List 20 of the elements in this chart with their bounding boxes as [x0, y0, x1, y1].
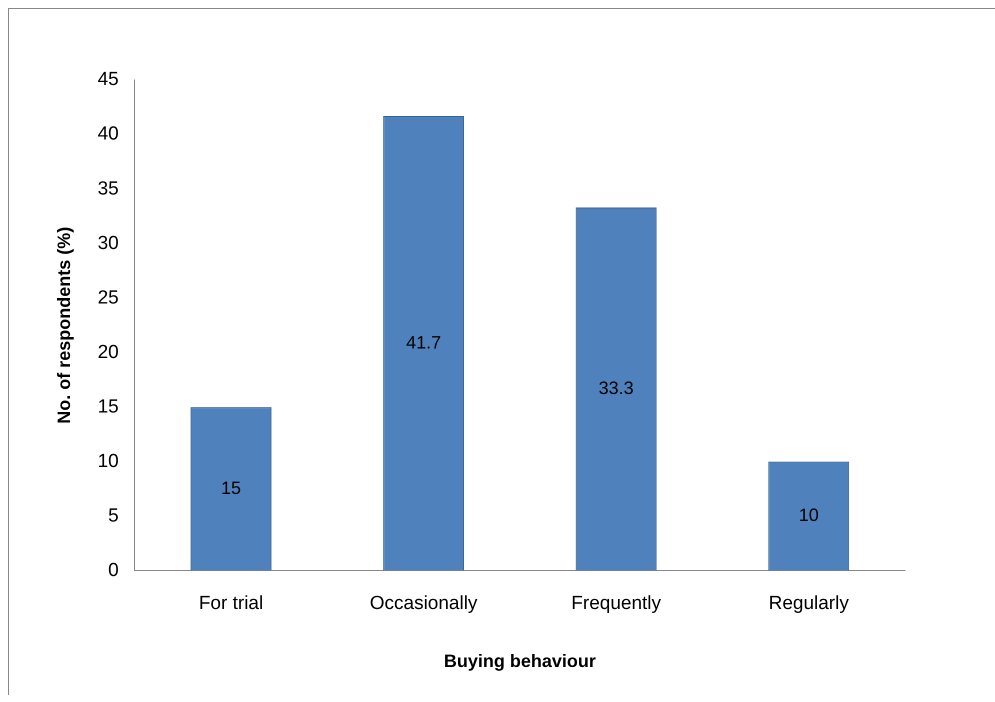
y-axis-title: No. of respondents (%) [54, 226, 74, 424]
x-tick-label: Occasionally [370, 593, 478, 614]
y-tick-label: 15 [98, 396, 119, 418]
x-tick-label: Frequently [571, 593, 662, 614]
data-label: 15 [221, 478, 242, 498]
y-tick-label: 10 [98, 450, 119, 472]
x-tick-label: For trial [198, 593, 264, 614]
x-tick-label: Regularly [768, 593, 850, 614]
y-tick-label: 40 [98, 124, 119, 145]
x-axis-title: Buying behaviour [444, 651, 596, 672]
y-tick-label: 25 [98, 287, 119, 308]
data-label: 10 [798, 505, 819, 526]
data-label: 41.7 [406, 332, 442, 352]
y-tick-label: 0 [108, 560, 119, 581]
data-label: 33.3 [598, 378, 634, 398]
y-tick-label: 5 [108, 505, 119, 526]
y-tick-label: 35 [98, 178, 119, 200]
y-tick-label: 45 [98, 69, 119, 90]
y-tick-label: 20 [98, 342, 119, 363]
y-tick-label: 30 [98, 232, 119, 254]
